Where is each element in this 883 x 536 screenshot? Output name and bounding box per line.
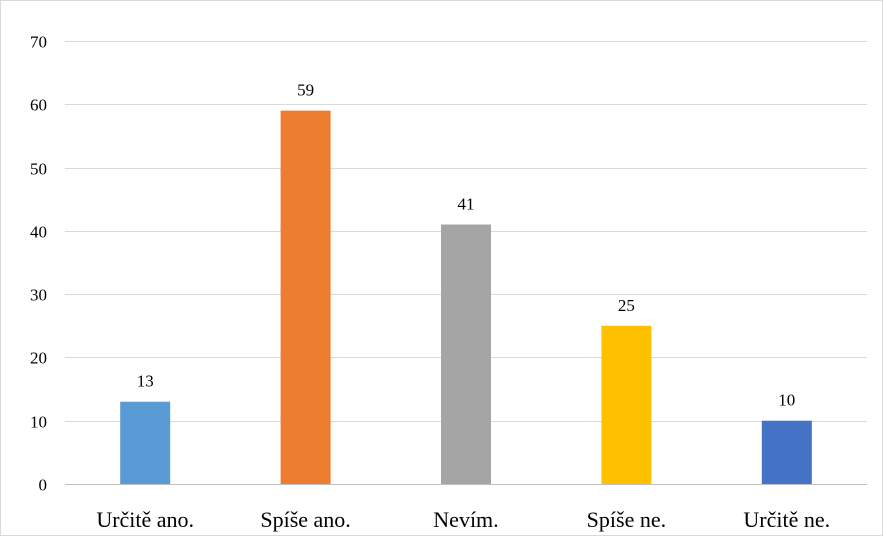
y-tick-label-40: 40	[30, 223, 47, 242]
category-label-2: Spíše ano.	[260, 507, 350, 532]
bars	[120, 110, 812, 484]
bar-1	[120, 401, 171, 484]
data-label-5: 10	[778, 391, 795, 410]
bar-3	[441, 224, 491, 484]
x-axis-category-labels: Určitě ano. Spíše ano. Nevím. Spíše ne. Urči…	[96, 507, 830, 532]
bar-5	[761, 420, 812, 484]
data-label-1: 13	[137, 372, 154, 391]
y-tick-label-70: 70	[30, 33, 47, 52]
y-axis-tick-labels: 0 10 20 30 40 50 60 70	[30, 33, 47, 495]
y-tick-label-10: 10	[30, 413, 47, 432]
bar-2	[280, 110, 331, 484]
y-tick-label-0: 0	[39, 476, 48, 495]
data-label-4: 25	[618, 296, 635, 315]
y-tick-label-20: 20	[30, 349, 47, 368]
category-label-3: Nevím.	[433, 507, 498, 532]
data-label-2: 59	[297, 81, 314, 100]
category-label-1: Určitě ano.	[96, 507, 194, 532]
y-tick-label-30: 30	[30, 286, 47, 305]
data-label-3: 41	[458, 195, 475, 214]
data-labels: 13 59 41 25 10	[137, 81, 796, 410]
y-tick-label-60: 60	[30, 96, 47, 115]
bar-4	[601, 325, 652, 484]
y-tick-label-50: 50	[30, 160, 47, 179]
category-label-4: Spíše ne.	[587, 507, 666, 532]
category-label-5: Určitě ne.	[743, 507, 830, 532]
